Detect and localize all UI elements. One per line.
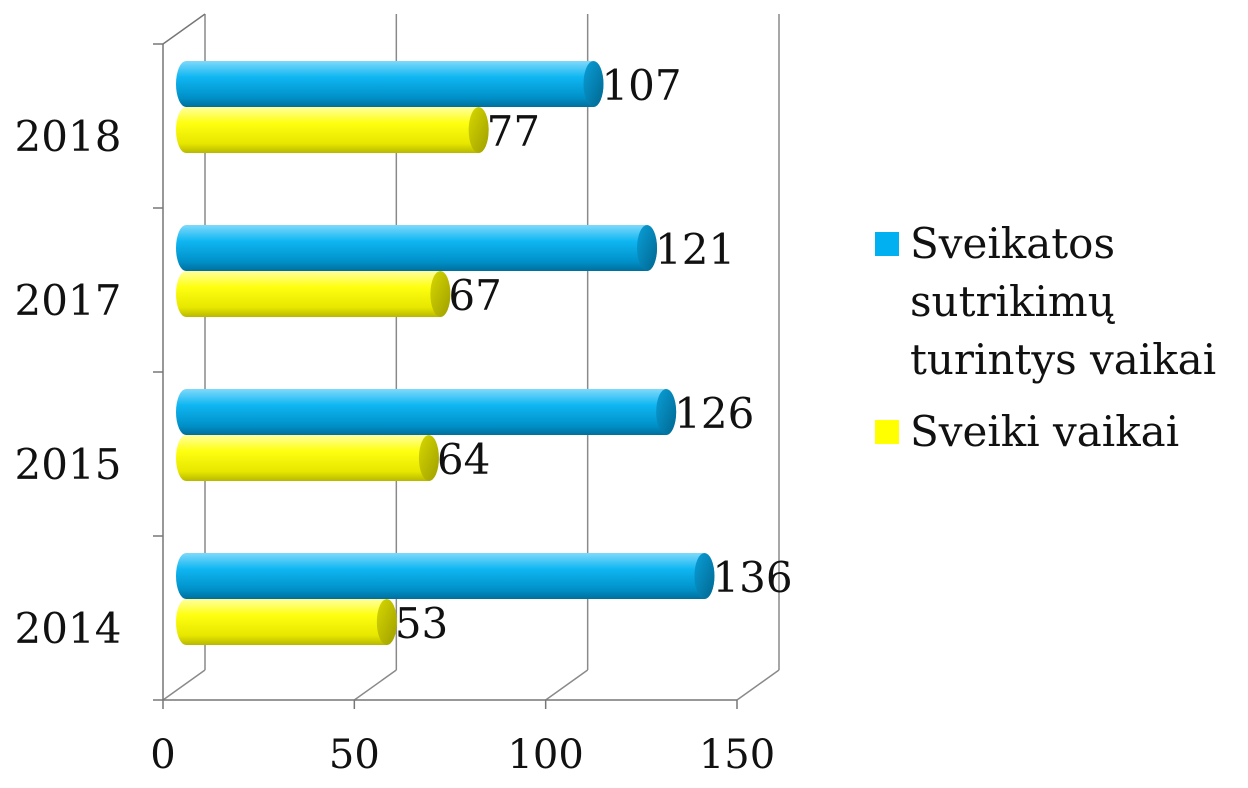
bar-body [176,599,397,645]
floor-line-3 [736,669,780,701]
axes [153,13,738,709]
legend-entry-0: Sveikatos sutrikimų turintys vaikai [875,219,1216,384]
category-axis-top-edge [162,13,206,45]
data-label-2015-series-1: 64 [437,435,490,484]
bar-cap [694,553,715,599]
floor-line-0 [162,669,206,701]
legend-swatch [875,232,899,256]
floor-line-2 [545,669,589,701]
category-label-2017: 2017 [15,276,122,325]
bar-cap [583,61,604,107]
bar-2015-series-0 [176,389,677,435]
legend-text-line-1: sutrikimų [910,277,1116,326]
bar-body [176,225,658,271]
legend-text-line-0: Sveiki vaikai [910,407,1179,456]
bar-body [176,389,677,435]
legend: Sveikatos sutrikimų turintys vaikai Sveiki … [875,219,1216,456]
bar-cap [656,389,677,435]
bar-cap [430,271,451,317]
data-label-2014-series-0: 136 [712,553,792,602]
x-tick-label-3: 150 [699,732,775,778]
x-tick-label-1: 50 [329,732,380,778]
bar-cap [468,107,489,153]
x-tick-label-0: 0 [150,732,175,778]
legend-entry-1: Sveiki vaikai [875,407,1179,456]
legend-swatch [875,420,899,444]
bar-2014-series-0 [176,553,715,599]
bar-2015-series-1 [176,435,439,481]
category-label-2015: 2015 [15,440,122,489]
legend-text-line-0: Sveikatos [910,219,1115,268]
data-label-2017-series-0: 121 [655,225,735,274]
bar-2018-series-0 [176,61,604,107]
bar-2018-series-1 [176,107,489,153]
bar-body [176,553,715,599]
bar-2014-series-1 [176,599,397,645]
labels: 0 50 100 150 2014 136 53 2015 126 64 2017 121 67 2018… [15,61,793,778]
bar-body [176,271,451,317]
category-label-2018: 2018 [15,112,122,161]
bar-2017-series-0 [176,225,658,271]
bar-body [176,435,439,481]
category-label-2014: 2014 [15,604,122,653]
data-label-2014-series-1: 53 [395,599,448,648]
bar-cap [418,435,439,481]
legend-text-line-2: turintys vaikai [910,335,1216,384]
floor-line-1 [353,669,397,701]
x-tick-label-2: 100 [507,732,583,778]
bar-body [176,107,489,153]
bars [176,61,715,645]
bar-cap [637,225,658,271]
bar-cap [376,599,397,645]
bar-2017-series-1 [176,271,451,317]
data-label-2015-series-0: 126 [674,389,754,438]
data-label-2018-series-0: 107 [601,61,681,110]
bar-body [176,61,604,107]
data-label-2017-series-1: 67 [448,271,501,320]
data-label-2018-series-1: 77 [487,107,540,156]
